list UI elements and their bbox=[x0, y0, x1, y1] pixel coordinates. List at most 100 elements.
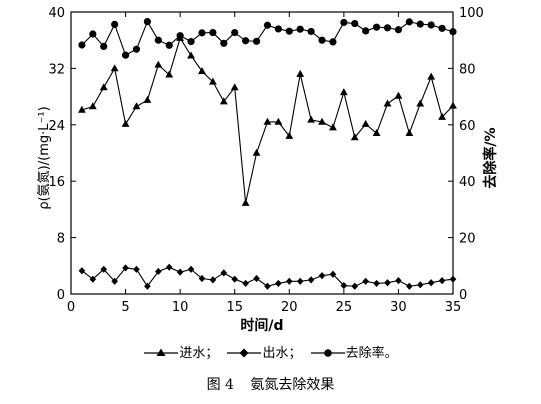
point-removal-rate bbox=[78, 41, 86, 49]
point-inflow bbox=[165, 70, 174, 78]
y-left-tick-label: 16 bbox=[48, 175, 65, 190]
y-right-tick-label: 0 bbox=[459, 288, 467, 303]
point-outflow bbox=[111, 277, 118, 285]
point-removal-rate bbox=[209, 28, 217, 37]
point-removal-rate bbox=[362, 27, 370, 35]
point-outflow bbox=[253, 274, 260, 283]
point-outflow bbox=[296, 277, 304, 285]
point-inflow bbox=[110, 64, 119, 72]
point-outflow bbox=[427, 279, 435, 287]
x-tick-label: 5 bbox=[121, 300, 129, 315]
point-removal-rate bbox=[231, 28, 239, 37]
point-inflow bbox=[405, 129, 414, 137]
point-removal-rate bbox=[296, 25, 304, 33]
point-inflow bbox=[274, 117, 283, 125]
point-outflow bbox=[89, 275, 97, 283]
x-tick-label: 0 bbox=[67, 300, 75, 315]
point-inflow bbox=[427, 72, 436, 80]
point-outflow bbox=[165, 263, 173, 271]
x-tick-label: 20 bbox=[281, 300, 298, 315]
point-removal-rate bbox=[373, 23, 381, 31]
point-removal-rate bbox=[416, 20, 424, 28]
point-removal-rate bbox=[263, 21, 272, 29]
legend-separator: 。 bbox=[384, 346, 398, 361]
x-tick-label: 10 bbox=[172, 300, 189, 315]
legend-label-removal: 去除率 bbox=[345, 346, 385, 361]
point-inflow bbox=[208, 77, 217, 85]
point-removal-rate bbox=[329, 38, 337, 46]
legend-item-removal: 去除率。 bbox=[310, 342, 398, 361]
point-outflow bbox=[209, 276, 217, 284]
legend-label-inflow: 进水 bbox=[179, 346, 206, 361]
point-inflow bbox=[339, 88, 348, 96]
x-axis-label: 时间/d bbox=[240, 317, 283, 334]
point-outflow bbox=[406, 282, 413, 290]
point-removal-rate bbox=[252, 37, 261, 45]
point-inflow bbox=[263, 117, 272, 125]
y-left-tick-label: 24 bbox=[48, 119, 65, 134]
point-inflow bbox=[230, 83, 239, 91]
figure-number: 图 4 bbox=[206, 377, 234, 393]
point-inflow bbox=[383, 99, 392, 107]
legend-item-inflow: 进水； bbox=[143, 342, 218, 361]
point-outflow bbox=[220, 269, 228, 277]
point-outflow bbox=[78, 267, 86, 275]
point-inflow bbox=[361, 119, 370, 127]
y-right-tick-label: 60 bbox=[459, 119, 476, 134]
point-inflow bbox=[350, 133, 359, 141]
point-inflow bbox=[318, 117, 326, 125]
point-removal-rate bbox=[100, 42, 108, 51]
point-removal-rate bbox=[394, 26, 403, 34]
point-inflow bbox=[132, 102, 141, 110]
point-outflow bbox=[449, 275, 457, 283]
point-inflow bbox=[78, 105, 86, 113]
point-outflow bbox=[275, 279, 282, 288]
point-outflow bbox=[318, 272, 326, 280]
y-axis-label-right: 去除率/% bbox=[482, 127, 499, 188]
y-right-tick-label: 40 bbox=[459, 175, 476, 190]
point-outflow bbox=[362, 277, 369, 285]
point-inflow bbox=[241, 198, 250, 206]
point-removal-rate bbox=[198, 29, 206, 37]
point-inflow bbox=[88, 102, 97, 110]
point-removal-rate bbox=[449, 28, 457, 36]
point-inflow bbox=[143, 95, 152, 103]
x-tick-label: 25 bbox=[336, 300, 353, 315]
point-inflow bbox=[307, 115, 316, 123]
point-inflow bbox=[187, 51, 195, 59]
legend-item-outflow: 出水； bbox=[226, 342, 302, 361]
x-tick-label: 30 bbox=[390, 300, 407, 315]
x-tick-label: 15 bbox=[226, 300, 243, 315]
point-removal-rate bbox=[187, 38, 195, 46]
point-outflow bbox=[155, 267, 162, 276]
point-outflow bbox=[133, 265, 140, 273]
y-right-tick-label: 20 bbox=[459, 232, 476, 247]
point-removal-rate bbox=[220, 39, 228, 47]
legend-marker-circle-icon bbox=[310, 348, 345, 357]
y-left-tick-label: 8 bbox=[57, 232, 65, 247]
point-inflow bbox=[329, 123, 337, 131]
point-inflow bbox=[252, 148, 261, 156]
point-inflow bbox=[121, 119, 130, 127]
point-outflow bbox=[100, 265, 108, 273]
point-removal-rate bbox=[165, 41, 173, 49]
point-removal-rate bbox=[427, 21, 435, 29]
y-left-tick-label: 40 bbox=[48, 6, 65, 21]
legend-label-outflow: 出水 bbox=[262, 346, 289, 361]
y-left-tick-label: 32 bbox=[48, 62, 65, 77]
legend-marker-triangle-icon bbox=[144, 348, 179, 356]
point-removal-rate bbox=[176, 32, 184, 40]
plot-border bbox=[70, 11, 454, 295]
plot-frame bbox=[70, 11, 454, 295]
point-inflow bbox=[449, 101, 457, 109]
point-inflow bbox=[372, 129, 381, 137]
point-removal-rate bbox=[154, 36, 162, 44]
point-outflow bbox=[242, 279, 249, 288]
y-axis-label-left: ρ(氨氮)/(mg·L⁻¹) bbox=[37, 106, 52, 209]
point-removal-rate bbox=[318, 36, 326, 44]
point-outflow bbox=[395, 277, 402, 285]
point-removal-rate bbox=[274, 25, 282, 33]
point-outflow bbox=[307, 276, 315, 284]
